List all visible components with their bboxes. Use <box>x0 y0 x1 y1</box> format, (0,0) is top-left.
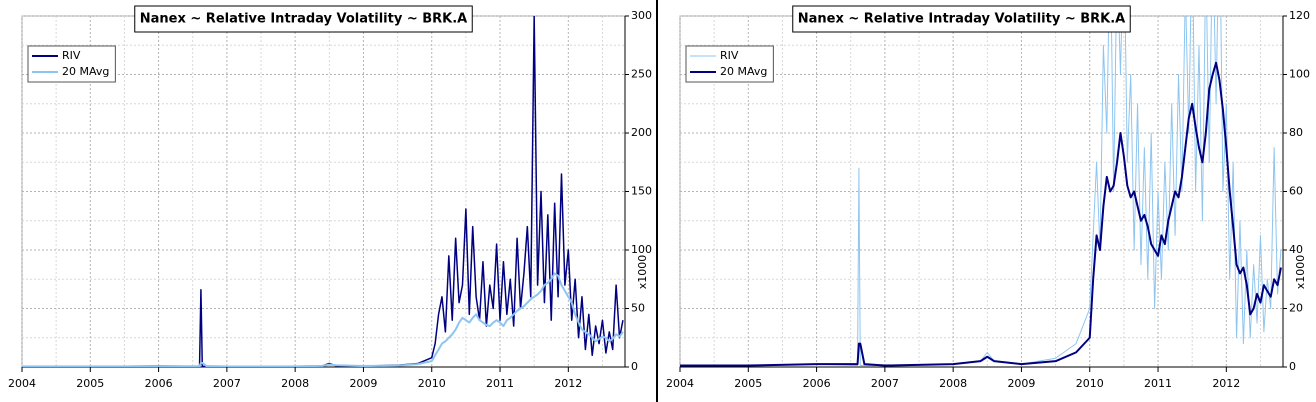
x-tick-label: 2011 <box>486 377 514 390</box>
x-tick-label: 2010 <box>1076 377 1104 390</box>
x-tick-label: 2004 <box>666 377 694 390</box>
x-tick-label: 2005 <box>734 377 762 390</box>
x-tick-label: 2005 <box>76 377 104 390</box>
y-tick-label: 0 <box>631 360 638 373</box>
y-tick-label: 40 <box>1289 243 1303 256</box>
x-tick-label: 2008 <box>939 377 967 390</box>
chart-title: Nanex ~ Relative Intraday Volatility ~ B… <box>798 12 1125 27</box>
x-tick-label: 2007 <box>213 377 241 390</box>
x-tick-label: 2008 <box>281 377 309 390</box>
x-tick-label: 2012 <box>554 377 582 390</box>
y-tick-label: 250 <box>631 68 652 81</box>
data-line <box>22 272 624 367</box>
x-tick-label: 2009 <box>349 377 377 390</box>
title-box <box>792 5 1131 33</box>
x-tick-label: 2007 <box>871 377 899 390</box>
y-tick-label: 300 <box>631 9 652 22</box>
y-tick-label: 80 <box>1289 126 1303 139</box>
legend-box <box>27 45 116 83</box>
chart-title: Nanex ~ Relative Intraday Volatility ~ B… <box>140 12 467 27</box>
legend-box <box>685 45 774 83</box>
legend-label: 20 MAvg <box>62 65 109 78</box>
x-tick-label: 2011 <box>1144 377 1172 390</box>
legend-label: 20 MAvg <box>720 65 767 78</box>
chart: 2004 2005 2006 2007 2008 2009 2010 2011 2012 0 50 1… <box>8 5 652 390</box>
x-tick-label: 2010 <box>418 377 446 390</box>
y-tick-label: 100 <box>1289 68 1310 81</box>
chart: 2004 2005 2006 2007 2008 2009 2010 2011 2012 0 20 4… <box>666 5 1310 390</box>
y-tick-label: 20 <box>1289 302 1303 315</box>
y-tick-label: 100 <box>631 243 652 256</box>
y-tick-label: 200 <box>631 126 652 139</box>
x-tick-label: 2006 <box>145 377 173 390</box>
y-tick-label: 0 <box>1289 360 1296 373</box>
x-tick-label: 2004 <box>8 377 36 390</box>
y-tick-label: 150 <box>631 185 652 198</box>
x-tick-label: 2006 <box>803 377 831 390</box>
legend-label: RIV <box>62 49 81 62</box>
y-tick-label: 50 <box>631 302 645 315</box>
x-tick-label: 2009 <box>1007 377 1035 390</box>
y-axis-label: x1000 <box>1294 255 1307 290</box>
x-tick-label: 2012 <box>1212 377 1240 390</box>
legend-label: RIV <box>720 49 739 62</box>
data-line <box>680 61 1282 367</box>
y-tick-label: 120 <box>1289 9 1310 22</box>
y-tick-label: 60 <box>1289 185 1303 198</box>
title-box <box>134 5 473 33</box>
y-axis-label: x1000 <box>636 255 649 290</box>
